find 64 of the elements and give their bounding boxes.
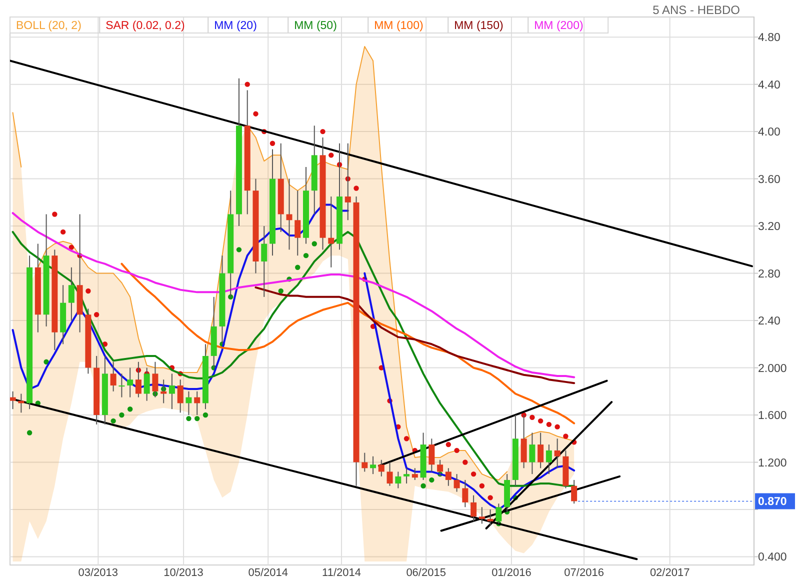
annotation: 0.870: [758, 496, 787, 508]
candlestick: [68, 266, 74, 322]
candlestick: [462, 479, 468, 508]
candlestick: [538, 432, 544, 469]
candlestick: [118, 373, 125, 398]
y-tick-label: 0.400: [758, 552, 787, 564]
y-tick-label: 4.40: [758, 79, 780, 92]
y-tick-label: 1.200: [758, 457, 787, 470]
text: MM (200): [534, 20, 584, 32]
x-tick-label: 01/2016: [492, 567, 532, 579]
chart-subtitle: 5 ANS - HEBDO: [652, 3, 740, 17]
candlestick: [386, 462, 393, 486]
candlestick: [571, 479, 578, 504]
candlestick: [10, 390, 16, 410]
line-series: [254, 286, 576, 384]
x-tick-label: 10/2013: [164, 567, 204, 579]
candlestick: [470, 494, 477, 522]
candlestick: [428, 438, 435, 472]
candlestick: [487, 508, 494, 527]
y-tick-label: 2.000: [758, 362, 787, 375]
candlestick: [395, 471, 402, 489]
candlestick: [445, 468, 452, 486]
text: MM (100): [374, 20, 424, 32]
line-series: [12, 212, 576, 378]
x-tick-label: 02/2017: [650, 567, 690, 579]
y-tick-label: 3.60: [758, 174, 780, 186]
x-tick-label: 06/2015: [406, 567, 446, 579]
candlestick: [294, 190, 301, 256]
text: MM (50): [294, 20, 338, 32]
y-tick-label: 3.20: [758, 221, 780, 234]
y-tick-label: 1.600: [758, 410, 787, 422]
x-tick-label: 07/2016: [564, 567, 604, 579]
text: SAR (0.02, 0.2): [106, 20, 186, 32]
text: MM (20): [214, 20, 258, 32]
candlestick: [404, 468, 410, 484]
candlestick: [127, 367, 134, 398]
x-tick-label: 03/2013: [78, 567, 118, 579]
candlestick: [546, 444, 552, 475]
candlestick: [286, 178, 292, 250]
candlestick: [412, 468, 418, 480]
x-tick-label: 05/2014: [248, 567, 288, 579]
y-tick-label: 4.80: [758, 32, 780, 44]
y-tick-label: 2.40: [758, 316, 780, 328]
text: MM (150): [454, 20, 504, 32]
candlestick: [177, 379, 184, 414]
candlestick: [186, 390, 192, 416]
x-tick-label: 11/2014: [322, 567, 361, 579]
candlestick: [554, 438, 560, 469]
y-tick-label: 2.80: [758, 268, 780, 280]
candlestick: [110, 361, 116, 392]
candlestick: [478, 506, 485, 524]
candlestick: [328, 196, 334, 268]
candlestick: [529, 432, 536, 475]
candlestick: [194, 390, 200, 416]
y-tick-label: 4.00: [758, 126, 780, 139]
candlestick: [370, 456, 376, 475]
text: BOLL (20, 2): [16, 20, 82, 32]
candlestick: [378, 459, 384, 477]
candlestick: [496, 503, 502, 524]
candlestick: [261, 226, 268, 298]
candlestick: [454, 474, 460, 492]
line-series: [120, 262, 576, 424]
candlestick: [362, 452, 368, 472]
candlestick: [168, 373, 175, 410]
